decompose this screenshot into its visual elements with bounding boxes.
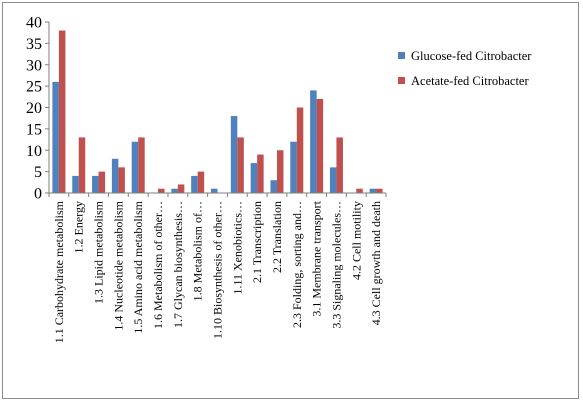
bar-glucose-2 xyxy=(92,175,99,193)
bar-glucose-8 xyxy=(211,188,218,193)
legend-label-acetate: Acetate-fed Citrobacter xyxy=(411,74,529,88)
bar-glucose-3 xyxy=(111,158,119,193)
bar-glucose-12 xyxy=(290,141,297,193)
y-tick-label: 40 xyxy=(26,15,42,32)
bar-glucose-13 xyxy=(310,90,317,193)
bar-acetate-9 xyxy=(237,137,244,193)
x-category-label: 3.1 Membrane transport xyxy=(310,200,324,316)
bar-acetate-15 xyxy=(356,188,363,193)
x-category-label: 1.4 Nucleotide metabolism xyxy=(111,200,125,330)
y-tick-label: 0 xyxy=(34,186,42,203)
chart-frame xyxy=(2,2,579,399)
x-category-label: 4.2 Cell motility xyxy=(349,201,363,280)
y-tick-label: 5 xyxy=(34,164,42,181)
bar-acetate-2 xyxy=(98,171,106,194)
bar-glucose-1 xyxy=(72,175,79,193)
bar-glucose-0 xyxy=(52,81,59,193)
x-category-label: 2.1 Transcription xyxy=(250,201,264,283)
bar-acetate-4 xyxy=(138,137,145,193)
bar-glucose-14 xyxy=(329,167,337,193)
bar-glucose-4 xyxy=(131,141,139,193)
x-category-label: 1.6 Metabolism of other… xyxy=(151,201,165,329)
x-category-label: 1.2 Energy xyxy=(72,201,86,253)
x-category-label: 1.5 Amino acid metabolism xyxy=(131,200,145,333)
bar-acetate-16 xyxy=(376,188,383,193)
legend-label-glucose: Glucose-fed Citrobacter xyxy=(411,49,532,63)
bar-glucose-6 xyxy=(171,188,178,193)
y-axis: 0 5 10 15 20 25 30 35 40 xyxy=(26,15,50,203)
y-tick-label: 15 xyxy=(26,121,42,138)
x-category-label: 2.2 Translation xyxy=(270,201,284,273)
y-tick-label: 30 xyxy=(26,57,42,74)
y-tick-label: 10 xyxy=(26,143,42,160)
bar-acetate-0 xyxy=(58,30,66,193)
bars xyxy=(52,30,383,194)
bar-acetate-10 xyxy=(257,154,264,193)
legend-swatch-acetate xyxy=(398,77,405,84)
y-tick-label: 20 xyxy=(26,100,42,117)
x-category-label: 1.1 Carbohydrate metabolism xyxy=(52,200,66,343)
x-category-label: 1.11 Xenobiotics… xyxy=(230,201,244,295)
bar-glucose-11 xyxy=(270,180,277,193)
x-category-label: 1.10 Biosynthesis of other… xyxy=(211,201,225,339)
bar-acetate-3 xyxy=(118,167,125,193)
x-axis: 1.1 Carbohydrate metabolism 1.2 Energy 1.3… xyxy=(48,192,387,343)
bar-acetate-6 xyxy=(177,184,185,193)
legend-swatch-glucose xyxy=(398,52,405,59)
x-category-label: 1.3 Lipid metabolism xyxy=(92,200,106,304)
x-category-label: 1.8 Metabolism of… xyxy=(191,201,205,301)
legend: Glucose-fed Citrobacter Acetate-fed Citro… xyxy=(398,49,532,88)
bar-glucose-7 xyxy=(191,175,198,193)
bar-acetate-13 xyxy=(316,98,324,193)
bar-acetate-5 xyxy=(158,188,165,193)
bar-acetate-14 xyxy=(336,137,343,193)
bar-glucose-10 xyxy=(250,163,258,193)
x-category-label: 3.3 Signaling molecules… xyxy=(329,201,343,329)
bar-acetate-12 xyxy=(296,107,304,193)
x-category-label: 1.7 Glycan biosynthesis… xyxy=(171,201,185,328)
y-tick-label: 35 xyxy=(26,36,42,53)
bar-acetate-1 xyxy=(78,137,86,193)
x-category-label: 4.3 Cell growth and death xyxy=(369,201,383,325)
bar-glucose-16 xyxy=(369,188,377,193)
x-category-label: 2.3 Folding, sorting and… xyxy=(290,201,304,328)
bar-acetate-7 xyxy=(197,171,205,194)
y-tick-label: 25 xyxy=(26,79,42,96)
bar-acetate-11 xyxy=(276,150,284,193)
bar-glucose-9 xyxy=(230,116,238,193)
